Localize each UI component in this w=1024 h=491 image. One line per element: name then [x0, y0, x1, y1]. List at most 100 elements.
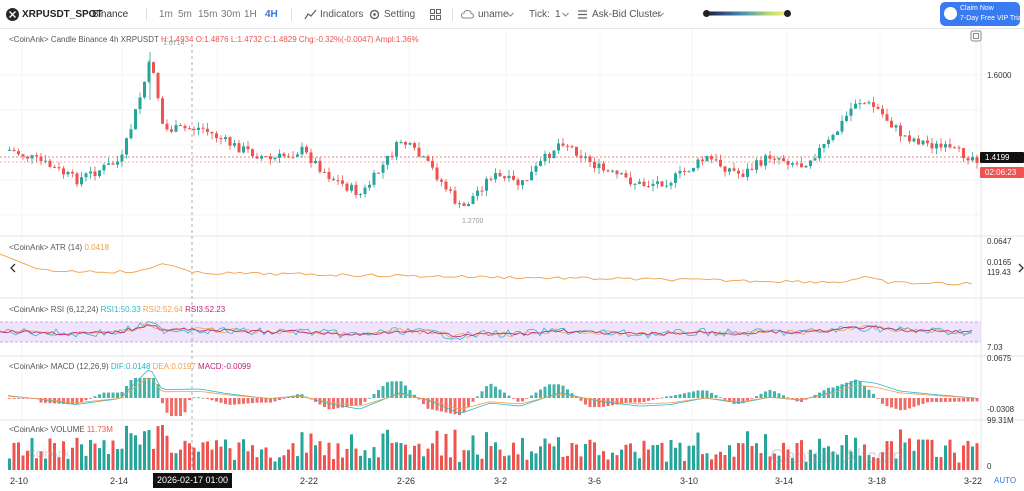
volume-bar [836, 454, 839, 470]
macd-histogram-bar [737, 398, 740, 404]
volume-bar [593, 442, 596, 470]
tick-value[interactable]: 1 [555, 9, 561, 20]
macd-histogram-bar [381, 386, 385, 398]
heat-gradient-slider[interactable] [702, 9, 792, 18]
volume-bar [737, 443, 740, 470]
volume-bar [530, 451, 533, 470]
macd-histogram-bar [561, 385, 565, 398]
macd-histogram-bar [755, 396, 758, 398]
chevron-right-icon[interactable] [1017, 263, 1024, 273]
interval-1m[interactable]: 1m [159, 9, 173, 20]
legend-low: L:1.4732 [230, 35, 262, 44]
volume-bar [498, 449, 502, 470]
volume-bar [611, 452, 614, 470]
candle-body [782, 158, 785, 162]
screenshot-icon[interactable] [970, 30, 982, 42]
macd-histogram-bar [552, 384, 556, 398]
volume-bar [831, 451, 835, 470]
volume-bar [165, 435, 169, 470]
volume-bar [224, 439, 227, 470]
exchange-label[interactable]: Binance [92, 9, 129, 20]
volume-bar [111, 440, 115, 470]
user-selector[interactable]: uname [478, 9, 509, 20]
candle-body [449, 189, 452, 191]
layout-grid-icon[interactable] [428, 7, 443, 22]
candle-body [723, 166, 727, 172]
macd-value: MACD:-0.0099 [198, 362, 251, 371]
candle-body [921, 140, 925, 145]
symbol-selector[interactable]: XRPUSDT_SPOT [22, 9, 103, 20]
volume-bar [804, 461, 808, 470]
promo-line-2: 7-Day Free VIP Trial [960, 15, 1024, 22]
candle-body [737, 170, 740, 174]
candle-body [939, 143, 943, 148]
chevron-left-icon[interactable] [8, 263, 18, 273]
chevron-down-icon[interactable] [656, 7, 665, 22]
volume-bar [840, 445, 844, 470]
interval-5m[interactable]: 5m [178, 9, 192, 20]
volume-bar [723, 455, 727, 470]
candle-body [858, 103, 862, 105]
chevron-down-icon[interactable] [561, 7, 570, 22]
cluster-icon[interactable] [575, 7, 590, 22]
candle-body [165, 123, 169, 130]
macd-histogram-bar [134, 378, 137, 398]
candle-body [966, 158, 970, 161]
volume-bar [305, 452, 308, 470]
setting-button[interactable]: Setting [384, 9, 416, 20]
candle-body [714, 159, 718, 161]
volume-bar [656, 444, 659, 470]
macd-histogram-bar [620, 398, 623, 404]
candle-body [885, 114, 889, 121]
gear-icon[interactable] [367, 7, 382, 22]
candle-body [710, 156, 713, 160]
candle-body [777, 158, 781, 160]
macd-histogram-bar [12, 398, 16, 399]
interval-1h[interactable]: 1H [244, 9, 257, 20]
volume-bar [890, 441, 893, 470]
interval-30m[interactable]: 30m [221, 9, 241, 20]
indicators-icon[interactable] [303, 7, 318, 22]
volume-bar [125, 425, 128, 470]
vip-trial-button[interactable]: Claim Now 7-Day Free VIP Trial [940, 2, 1024, 26]
candle-body [867, 102, 871, 104]
candle-body [161, 98, 164, 124]
candle-body [827, 139, 830, 145]
date-label: 2-10 [10, 476, 29, 486]
volume-bar [246, 451, 250, 470]
interval-15m[interactable]: 15m [198, 9, 218, 20]
candle-body [926, 140, 929, 144]
macd-histogram-bar [431, 398, 434, 410]
macd-histogram-bar [345, 398, 349, 407]
volume-axis-bottom: 0 [987, 462, 992, 471]
cluster-selector[interactable]: Ask-Bid Cluster [592, 9, 661, 20]
cloud-icon[interactable] [460, 7, 475, 22]
volume-bar [39, 451, 43, 470]
volume-bar [512, 442, 515, 470]
candle-body [228, 137, 232, 146]
macd-histogram-bar [174, 398, 178, 416]
indicators-button[interactable]: Indicators [320, 9, 364, 20]
candle-body [381, 164, 385, 173]
volume-bar [71, 447, 74, 470]
candle-body [30, 155, 34, 159]
macd-series [7, 370, 979, 416]
atr-series [0, 253, 973, 286]
macd-histogram-bar [575, 396, 578, 398]
candle-body [323, 171, 326, 173]
chevron-down-icon[interactable] [506, 7, 515, 22]
volume-bar [615, 455, 619, 470]
volume-bar [408, 454, 412, 470]
macd-histogram-bar [908, 398, 911, 409]
interval-4h[interactable]: 4H [265, 9, 278, 20]
candle-body [773, 158, 776, 160]
candle-body [48, 160, 52, 167]
candle-body [26, 156, 29, 159]
chart-area[interactable] [0, 29, 1024, 491]
volume-bar [678, 442, 682, 470]
macd-histogram-bar [894, 398, 898, 409]
volume-bar [926, 439, 929, 470]
auto-scale-button[interactable]: AUTO [994, 476, 1017, 485]
candle-body [282, 153, 286, 157]
volume-bar [575, 444, 578, 470]
